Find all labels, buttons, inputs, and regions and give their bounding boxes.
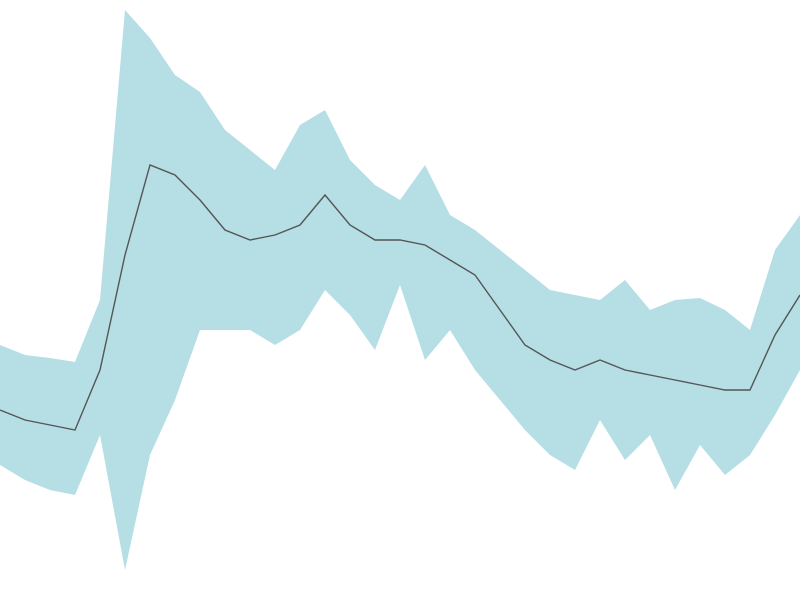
uncertainty-line-chart bbox=[0, 0, 800, 600]
confidence-band bbox=[0, 10, 800, 570]
